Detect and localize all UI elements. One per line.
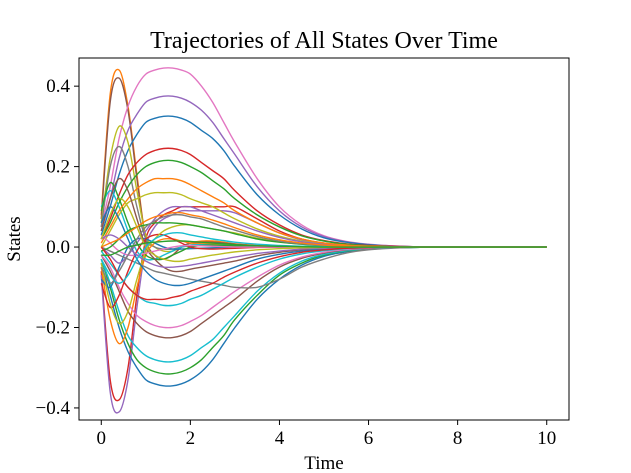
x-tick-label: 6	[364, 428, 374, 449]
x-axis-label: Time	[304, 453, 343, 473]
x-tick-label: 0	[97, 428, 107, 449]
y-tick-label: 0.2	[46, 157, 70, 178]
plot-frame	[78, 57, 570, 421]
series-line	[101, 240, 547, 257]
series-layer	[100, 67, 547, 414]
x-tick-label: 8	[453, 428, 463, 449]
x-tick-label: 10	[537, 428, 556, 449]
chart-title: Trajectories of All States Over Time	[150, 28, 498, 54]
y-tick-label: −0.2	[36, 317, 70, 338]
y-axis: −0.4 −0.2 0.0 0.2 0.4	[36, 76, 79, 419]
y-tick-label: 0.4	[46, 76, 70, 97]
y-tick-label: −0.4	[36, 398, 71, 419]
x-tick-label: 4	[275, 428, 285, 449]
y-tick-label: 0.0	[46, 237, 70, 258]
x-axis: 0 2 4 6 8 10	[97, 420, 556, 449]
y-axis-label: States	[4, 216, 25, 261]
x-tick-label: 2	[186, 428, 196, 449]
